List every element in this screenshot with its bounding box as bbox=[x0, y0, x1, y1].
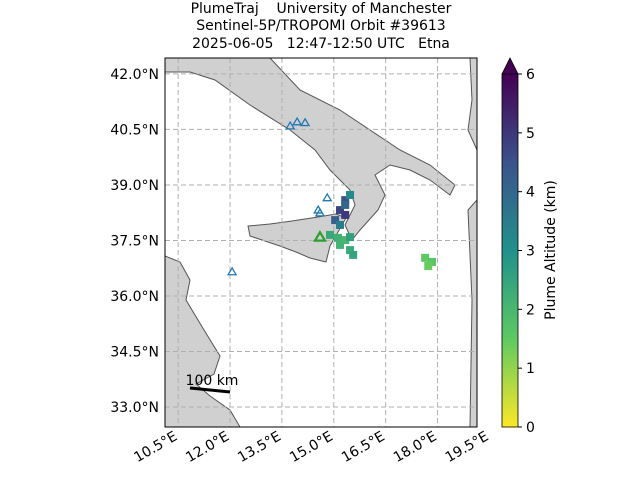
colorbar-tick-label: 0 bbox=[526, 420, 535, 436]
plume-pixel bbox=[325, 230, 334, 239]
plume-pixel bbox=[346, 190, 355, 199]
plume-pixel bbox=[336, 220, 345, 229]
scale-bar bbox=[189, 386, 231, 394]
y-tick-label: 42.0°N bbox=[110, 67, 159, 83]
plume-pixel bbox=[341, 210, 350, 219]
title-line: 2025-06-05 12:47-12:50 UTC Etna bbox=[192, 36, 450, 52]
plume-pixel bbox=[336, 206, 345, 215]
x-tick-label: 13.5°E bbox=[235, 429, 284, 466]
plume-pixel bbox=[424, 262, 433, 271]
volcano-marker bbox=[291, 116, 303, 126]
volcano-marker bbox=[285, 120, 296, 130]
balkans bbox=[467, 58, 477, 427]
volcano-marker bbox=[226, 266, 238, 276]
map-area: 100 km bbox=[165, 58, 477, 427]
colorbar-tick-label: 5 bbox=[526, 126, 535, 142]
y-tick-label: 36.0°N bbox=[110, 289, 159, 305]
volcano-marker bbox=[314, 207, 326, 217]
x-tick-label: 18.0°E bbox=[391, 429, 440, 466]
colorbar-tick-label: 4 bbox=[526, 185, 535, 201]
colorbar bbox=[501, 73, 519, 428]
y-tick-label: 34.5°N bbox=[110, 344, 159, 360]
volcano-marker bbox=[299, 117, 311, 127]
title-line: Sentinel-5P/TROPOMI Orbit #39613 bbox=[196, 18, 445, 34]
colorbar-label: Plume Altitude (km) bbox=[543, 180, 559, 320]
y-tick-label: 37.5°N bbox=[110, 233, 159, 249]
volcano-marker bbox=[322, 192, 333, 202]
colorbar-tick-label: 2 bbox=[526, 302, 535, 318]
plume-pixel bbox=[341, 236, 350, 245]
frame bbox=[164, 57, 478, 428]
colorbar-tick-label: 1 bbox=[526, 361, 535, 377]
marks bbox=[226, 116, 437, 276]
tunisia bbox=[165, 255, 241, 427]
x-tick-label: 12.0°E bbox=[183, 429, 232, 466]
title-line: PlumeTraj University of Manchester bbox=[191, 1, 452, 17]
x-tick-label: 10.5°E bbox=[131, 429, 180, 466]
plume-pixel bbox=[336, 240, 345, 249]
scale-bar-label: 100 km bbox=[186, 373, 239, 389]
colorbar-tick-label: 6 bbox=[526, 67, 535, 83]
x-tick-label: 19.5°E bbox=[443, 429, 492, 466]
plume-pixel bbox=[341, 196, 350, 205]
y-tick-label: 39.0°N bbox=[110, 178, 159, 194]
plume-pixel bbox=[331, 216, 340, 225]
x-tick-label: 15.0°E bbox=[287, 429, 336, 466]
y-tick-label: 33.0°N bbox=[110, 400, 159, 416]
plume-pixel bbox=[346, 233, 355, 242]
plume-pixel bbox=[333, 233, 342, 242]
x-tick-label: 16.5°E bbox=[339, 429, 388, 466]
plume-pixel bbox=[349, 250, 358, 259]
plume-pixel bbox=[346, 246, 355, 255]
colorbar-tick-label: 3 bbox=[526, 244, 535, 260]
colorbar-extend bbox=[501, 57, 519, 75]
plume-pixel bbox=[341, 200, 350, 209]
plume-pixel bbox=[421, 253, 430, 262]
plume-pixel bbox=[428, 257, 437, 266]
sicily bbox=[247, 213, 347, 263]
italy bbox=[165, 58, 456, 241]
target-volcano bbox=[313, 229, 327, 242]
y-tick-label: 40.5°N bbox=[110, 122, 159, 138]
